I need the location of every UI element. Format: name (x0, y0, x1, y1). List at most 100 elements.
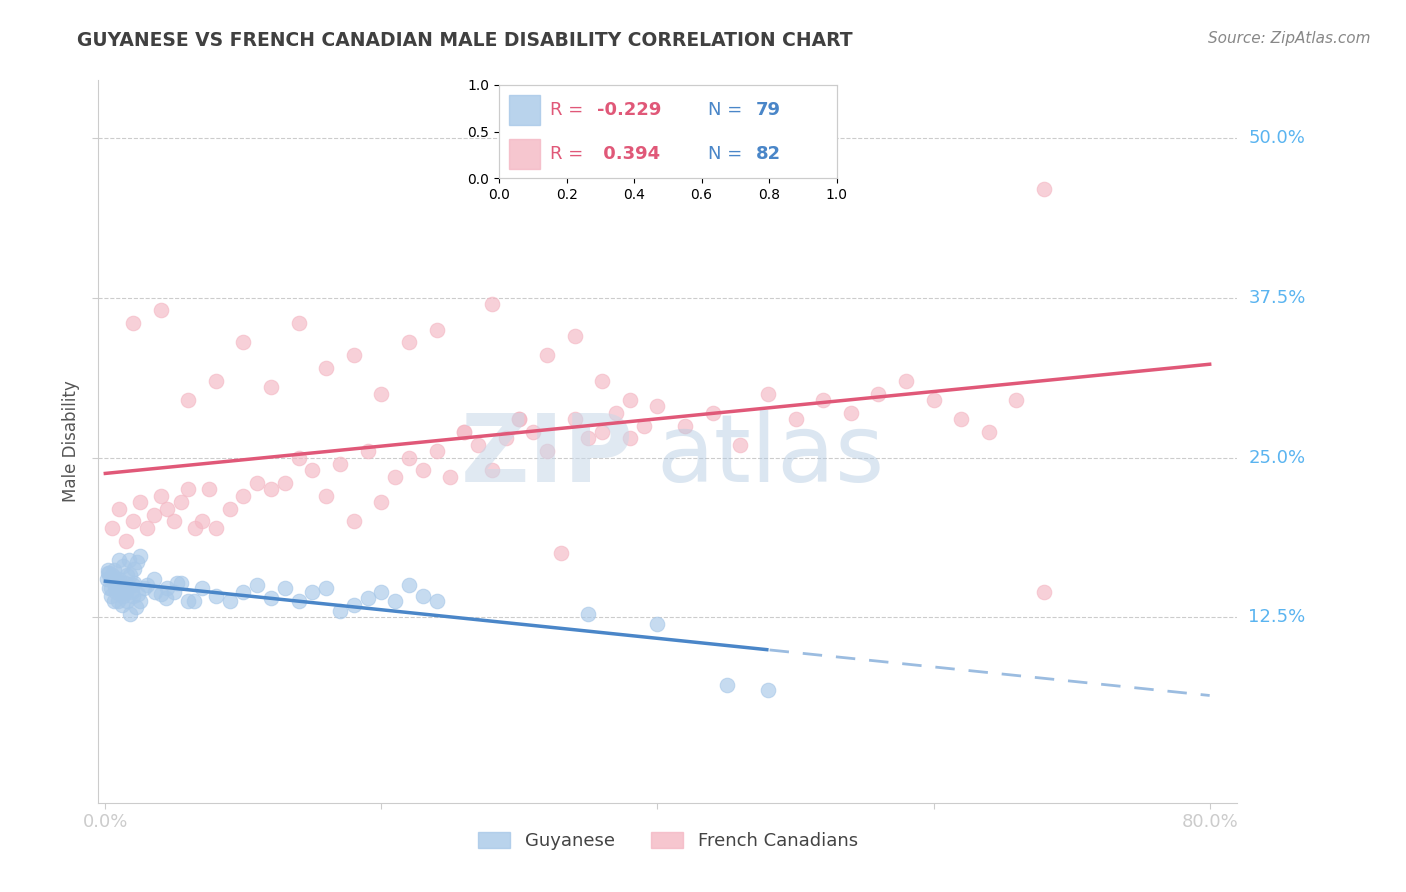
Point (536, 348, 558, 362)
Point (127, 587, 149, 601)
Point (142, 508, 165, 522)
Point (111, 598, 134, 612)
Point (112, 559, 135, 574)
Text: 50.0%: 50.0% (1249, 128, 1305, 147)
Point (246, 578, 269, 592)
Text: 82: 82 (755, 145, 780, 163)
Point (619, 392, 641, 407)
Point (191, 515, 214, 529)
Text: ZIP: ZIP (461, 410, 634, 502)
Point (110, 581, 132, 595)
Point (100, 589, 122, 603)
Point (107, 593, 129, 607)
Point (370, 584, 392, 599)
Point (315, 489, 337, 503)
Point (591, 425, 613, 439)
Point (149, 489, 172, 503)
Point (260, 591, 283, 606)
Point (170, 575, 193, 590)
Point (287, 450, 309, 465)
Point (156, 581, 179, 595)
Point (260, 483, 283, 497)
Text: -0.229: -0.229 (598, 101, 661, 119)
Point (105, 572, 128, 586)
Point (343, 348, 366, 362)
Point (426, 323, 449, 337)
Point (398, 578, 420, 592)
Point (578, 431, 600, 445)
Point (125, 600, 148, 615)
Point (356, 591, 378, 606)
Point (467, 438, 489, 452)
Point (98, 566, 121, 580)
Point (673, 418, 696, 433)
Point (591, 374, 613, 388)
Point (143, 584, 166, 599)
Point (166, 575, 188, 590)
Point (218, 501, 240, 516)
Text: 12.5%: 12.5% (1249, 608, 1306, 626)
Point (204, 374, 226, 388)
Point (1033, 584, 1056, 599)
Point (481, 297, 503, 311)
Point (163, 515, 186, 529)
Point (108, 553, 131, 567)
Point (132, 581, 155, 595)
Point (412, 589, 434, 603)
Text: Source: ZipAtlas.com: Source: ZipAtlas.com (1208, 31, 1371, 46)
Point (453, 425, 475, 439)
Point (97, 566, 120, 580)
Point (117, 593, 139, 607)
Point (124, 575, 146, 590)
Point (426, 444, 449, 458)
Point (633, 418, 655, 433)
Text: 25.0%: 25.0% (1249, 449, 1306, 467)
Point (398, 335, 420, 350)
Point (839, 406, 862, 420)
Point (128, 593, 150, 607)
Point (356, 444, 378, 458)
Point (536, 444, 558, 458)
Text: 79: 79 (755, 101, 780, 119)
Point (274, 581, 297, 595)
Point (104, 581, 127, 595)
Text: GUYANESE VS FRENCH CANADIAN MALE DISABILITY CORRELATION CHART: GUYANESE VS FRENCH CANADIAN MALE DISABIL… (77, 31, 853, 50)
Text: 0.394: 0.394 (598, 145, 659, 163)
Text: R =: R = (550, 145, 589, 163)
Point (315, 581, 337, 595)
Point (124, 562, 146, 576)
Point (100, 581, 122, 595)
Point (105, 581, 128, 595)
Point (120, 568, 142, 582)
Point (274, 476, 297, 491)
Point (329, 457, 352, 471)
Point (619, 431, 641, 445)
Point (370, 386, 392, 401)
Point (1005, 392, 1028, 407)
Point (96, 572, 118, 586)
Text: N =: N = (709, 101, 748, 119)
Point (108, 572, 131, 586)
Point (191, 581, 214, 595)
Point (260, 380, 283, 394)
Point (564, 412, 586, 426)
Point (1033, 182, 1056, 196)
Point (115, 533, 138, 548)
Point (114, 575, 136, 590)
Point (232, 335, 254, 350)
Point (384, 593, 406, 607)
Point (218, 593, 240, 607)
Point (120, 607, 142, 621)
Point (105, 584, 128, 599)
Point (122, 515, 145, 529)
Point (103, 593, 125, 607)
Point (125, 555, 148, 569)
Point (426, 593, 449, 607)
Point (756, 683, 779, 698)
Point (111, 584, 134, 599)
Point (977, 425, 1000, 439)
Point (117, 568, 139, 582)
Point (204, 589, 226, 603)
Point (301, 463, 323, 477)
Text: N =: N = (709, 145, 748, 163)
